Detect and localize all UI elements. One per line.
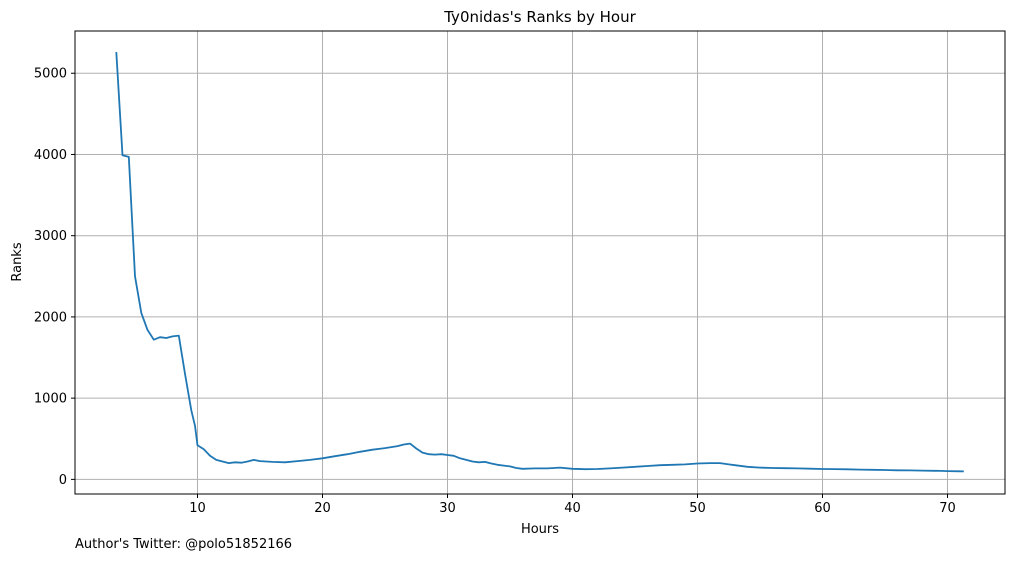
series-layer bbox=[115, 52, 964, 473]
x-tick-label: 30 bbox=[439, 501, 456, 516]
y-tick-label: 3000 bbox=[34, 229, 67, 244]
y-tick-label: 2000 bbox=[34, 310, 67, 325]
x-axis-label: Hours bbox=[521, 522, 559, 537]
x-tick-label: 70 bbox=[939, 501, 956, 516]
plot-frame bbox=[74, 30, 1006, 495]
x-tick-label: 20 bbox=[314, 501, 331, 516]
y-tick-label: 0 bbox=[59, 473, 67, 488]
y-tick-label: 1000 bbox=[34, 392, 67, 407]
x-tick-label: 40 bbox=[564, 501, 581, 516]
axes: 10 20 30 40 50 60 70 0 1000 2000 3000 4000 5000 bbox=[34, 30, 1006, 516]
rank-series-line bbox=[115, 52, 964, 473]
author-twitter-note: Author's Twitter: @polo51852166 bbox=[75, 537, 293, 552]
y-axis-label: Ranks bbox=[10, 242, 25, 281]
x-tick-label: 60 bbox=[814, 501, 831, 516]
y-tick-label: 4000 bbox=[34, 148, 67, 163]
x-tick-label: 10 bbox=[189, 501, 206, 516]
chart-title: Ty0nidas's Ranks by Hour bbox=[443, 8, 636, 26]
grid bbox=[75, 31, 1005, 494]
x-tick-label: 50 bbox=[689, 501, 706, 516]
y-tick-label: 5000 bbox=[34, 67, 67, 82]
